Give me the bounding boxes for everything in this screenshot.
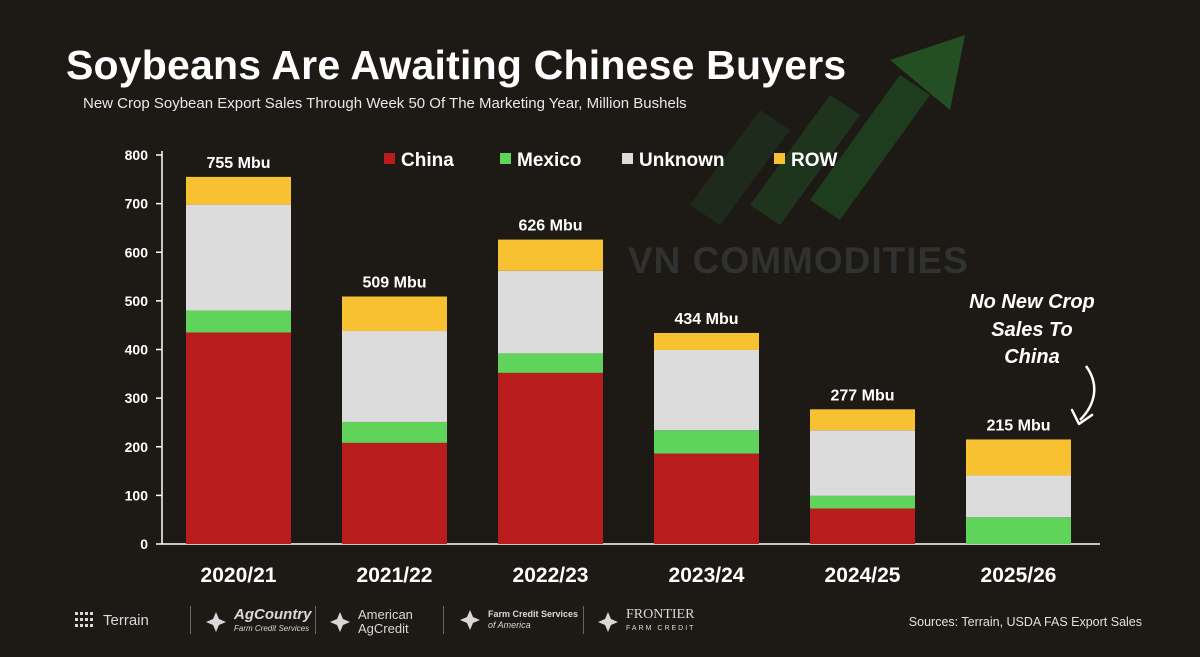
x-category-label: 2022/23: [513, 564, 589, 587]
fcsa-line2: of America: [488, 620, 531, 630]
leaf-icon: [598, 612, 618, 632]
x-category-label: 2023/24: [669, 564, 745, 587]
y-tick-label: 500: [125, 293, 149, 309]
legend-swatch-mexico: [500, 153, 511, 164]
bar-segment-mexico: [810, 495, 915, 509]
bar-total-label: 277 Mbu: [830, 387, 894, 404]
terrain-logo-text: Terrain: [103, 611, 149, 629]
terrain-grid-icon: [75, 612, 93, 627]
legend-swatch-row: [774, 153, 785, 164]
agcountry-logo-subtext: Farm Credit Services: [234, 624, 310, 633]
x-category-label: 2020/21: [201, 564, 277, 587]
american-agcredit-line2: AgCredit: [358, 621, 409, 636]
leaf-icon: [206, 612, 226, 632]
bar-total-label: 509 Mbu: [362, 274, 426, 291]
chart-title: Soybeans Are Awaiting Chinese Buyers: [66, 42, 847, 88]
american-agcredit-line1: American: [358, 607, 413, 622]
bar-segment-unknown: [810, 430, 915, 496]
agcountry-logo: AgCountry Farm Credit Services: [204, 606, 312, 636]
legend-label-row: ROW: [791, 150, 838, 171]
fcsa-line1: Farm Credit Services: [488, 609, 579, 619]
annotation-text-line: China: [1004, 346, 1060, 368]
frontier-logo-subtext: FARM CREDIT: [626, 625, 696, 632]
bar-segment-mexico: [654, 430, 759, 454]
stacked-bar-chart: 0 100 200 300 400 500 600 700 800 755 Mbu 2020/21 5…: [125, 147, 1100, 587]
legend-label-mexico: Mexico: [517, 150, 581, 171]
annotation-text-line: No New Crop: [969, 291, 1095, 313]
bar-segment-mexico: [966, 517, 1071, 544]
bar-segment-row: [810, 409, 915, 431]
bar-segment-unknown: [186, 204, 291, 311]
frontier-logo-text: FRONTIER: [626, 607, 695, 622]
y-tick-label: 0: [140, 536, 148, 552]
bar-segment-row: [342, 296, 447, 332]
annotation-text-line: Sales To: [991, 319, 1073, 341]
y-tick-label: 400: [125, 342, 149, 358]
bar-segment-mexico: [342, 421, 447, 443]
footer-divider: [443, 606, 444, 634]
annotation-arrow-head: [1070, 408, 1094, 426]
bar-segment-unknown: [498, 270, 603, 354]
bar-segment-china: [498, 372, 603, 544]
footer-divider: [190, 606, 191, 634]
leaf-icon: [460, 610, 480, 630]
american-agcredit-logo: American AgCredit: [328, 608, 413, 636]
bar-total-label: 215 Mbu: [986, 417, 1050, 434]
y-tick-label: 700: [125, 196, 149, 212]
frontier-farm-credit-logo: FRONTIER FARM CREDIT: [596, 608, 695, 636]
legend-swatch-unknown: [622, 153, 633, 164]
y-tick-label: 800: [125, 147, 149, 163]
bar-segment-row: [498, 239, 603, 271]
bar-segment-row: [966, 439, 1071, 476]
bar-total-label: 755 Mbu: [206, 155, 270, 172]
leaf-icon: [330, 612, 350, 632]
footer: Terrain AgCountry Farm Credit Services A…: [0, 598, 1200, 648]
bar-total-label: 626 Mbu: [518, 218, 582, 235]
farm-credit-services-of-america-logo: Farm Credit Services of America: [458, 608, 578, 632]
legend-label-china: China: [401, 150, 454, 171]
footer-divider: [583, 606, 584, 634]
y-tick-label: 100: [125, 487, 149, 503]
x-category-label: 2024/25: [825, 564, 901, 587]
footer-divider: [315, 606, 316, 634]
x-category-label: 2021/22: [357, 564, 433, 587]
sources-note: Sources: Terrain, USDA FAS Export Sales: [908, 615, 1142, 629]
chart-subtitle: New Crop Soybean Export Sales Through We…: [83, 95, 687, 112]
bar-segment-unknown: [966, 475, 1071, 518]
agcountry-logo-text: AgCountry: [234, 606, 312, 623]
bar-segment-unknown: [654, 349, 759, 431]
bar-segment-mexico: [498, 353, 603, 373]
bar-segment-china: [186, 332, 291, 544]
y-tick-label: 300: [125, 390, 149, 406]
legend-swatch-china: [384, 153, 395, 164]
bar-segment-unknown: [342, 331, 447, 422]
bar-segment-row: [654, 332, 759, 350]
x-category-label: 2025/26: [981, 564, 1057, 587]
bar-segment-china: [342, 442, 447, 544]
y-tick-label: 200: [125, 439, 149, 455]
bar-total-label: 434 Mbu: [674, 311, 738, 328]
bar-segment-china: [810, 508, 915, 544]
bar-segment-row: [186, 176, 291, 205]
legend-label-unknown: Unknown: [639, 150, 725, 171]
y-tick-label: 600: [125, 244, 149, 260]
bar-segment-china: [654, 453, 759, 544]
terrain-logo: Terrain: [73, 608, 149, 632]
watermark-text: VN COMMODITIES: [628, 240, 969, 281]
bar-segment-mexico: [186, 310, 291, 333]
annotation-arrow: [1079, 365, 1096, 421]
